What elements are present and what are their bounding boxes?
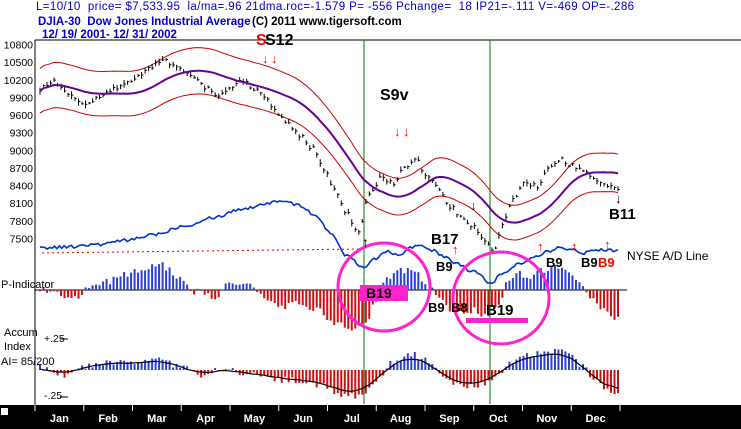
date-range: 12/ 19/ 2001- 12/ 31/ 2002 <box>42 29 177 41</box>
symbol-title: DJIA-30 Dow Jones Industrial Average <box>38 16 251 28</box>
chart-annotation: B9 <box>436 259 453 274</box>
month-label: Jan <box>50 413 69 425</box>
chart-annotation: ↓ <box>403 124 410 139</box>
envelope-bands <box>39 47 619 241</box>
ma <box>39 69 619 224</box>
ad-reference <box>41 248 361 254</box>
chart-annotation: ↓ <box>271 51 278 66</box>
chart-annotation: B9 <box>581 255 598 270</box>
chart-annotation: S12 <box>265 32 294 49</box>
chart-annotation: B11 <box>609 206 636 223</box>
price-tick-label: 8400 <box>10 181 34 193</box>
month-label: Jun <box>293 413 313 425</box>
upper-band <box>39 47 619 206</box>
price-tick-label: 8700 <box>10 163 34 175</box>
magenta-highlight <box>360 285 408 301</box>
month-label: Mar <box>147 413 167 425</box>
chart-annotation: ↑ <box>362 234 369 250</box>
accum-smoothed-line <box>39 353 619 392</box>
accum-label: Accum <box>4 327 38 339</box>
ad-dotted-reference-line <box>41 248 361 254</box>
month-label: Oct <box>489 413 508 425</box>
price-tick-label: 10800 <box>4 40 33 52</box>
chart-annotation: ↑ <box>452 242 459 257</box>
price-bars <box>39 56 620 254</box>
price-tick-label: 10500 <box>4 57 33 69</box>
price-axis: 10800 10500 10200 9900 9600 9300 9000 8700 8400 8… <box>4 40 33 246</box>
chart-annotation: B19 <box>366 285 392 301</box>
ad-line <box>39 199 619 285</box>
month-label: Apr <box>196 413 216 425</box>
nyse-ad-line <box>39 199 619 285</box>
price-tick-label: 9300 <box>10 128 34 140</box>
p-indicator-bars <box>35 262 627 331</box>
chart-frame <box>34 39 741 405</box>
price-tick-label: 9000 <box>10 145 34 157</box>
accum-lower-tick-label: -.25 <box>44 390 63 402</box>
accum-index <box>39 338 619 399</box>
chart-annotation: ↑ <box>604 237 611 252</box>
accum-upper-tick-label: +.25 <box>44 333 65 345</box>
price-tick-label: 9600 <box>10 110 34 122</box>
chart-annotation: NYSE A/D Line <box>627 249 709 263</box>
month-label: Aug <box>390 413 411 425</box>
magenta-highlight <box>466 318 528 323</box>
index-label: Index <box>4 341 31 353</box>
month-axis: Jan Feb Mar Apr May Jun Jul Aug Sep Oct Nov Dec <box>0 405 741 429</box>
chart-annotation: ↓ <box>262 51 269 66</box>
price-tick-label: 7800 <box>10 216 34 228</box>
chart-annotation: B9 <box>546 255 563 270</box>
chart-annotation: ↓ <box>470 198 477 213</box>
month-label: Dec <box>586 413 606 425</box>
chart-annotation: B8 <box>451 300 468 315</box>
corner-notch <box>1 408 8 415</box>
month-label: Nov <box>536 413 558 425</box>
chart-annotation: ↓ <box>615 191 622 206</box>
price-tick-label: 7500 <box>10 234 34 246</box>
lower-band <box>39 93 619 241</box>
chart-annotation: B17 <box>431 231 459 248</box>
chart-annotation: ↑ <box>537 239 544 254</box>
chart-annotation: S9v <box>380 87 409 104</box>
chart-annotation: ↑ <box>571 239 578 254</box>
moving-average-line <box>39 69 619 224</box>
magenta-signal-circle <box>451 250 551 346</box>
price-tick-label: 9900 <box>10 92 34 104</box>
chart-annotation: B9 <box>598 255 615 270</box>
stats-line: L=10/10 price= $7,533.95 la/ma=.96 21dma… <box>36 1 635 13</box>
p-indicator-label: P-Indicator <box>1 279 55 291</box>
month-label: Feb <box>98 413 118 425</box>
chart-annotation: ↓ <box>394 124 401 139</box>
magenta-signal-circle <box>336 241 432 333</box>
price-tick-label: 10200 <box>4 75 33 87</box>
price-tick-label: 8100 <box>10 198 34 210</box>
chart-annotation: B19 <box>486 302 514 319</box>
chart-annotation: S <box>256 32 267 49</box>
month-label: Jul <box>344 413 360 425</box>
chart-annotation: B9 <box>428 300 445 315</box>
month-label: May <box>244 413 266 425</box>
signal-highlights <box>336 241 551 346</box>
copyright: (C) 2011 www.tigersoft.com <box>252 16 402 28</box>
ai-value-label: AI= 85/200 <box>1 356 55 368</box>
month-label: Sep <box>439 413 459 425</box>
